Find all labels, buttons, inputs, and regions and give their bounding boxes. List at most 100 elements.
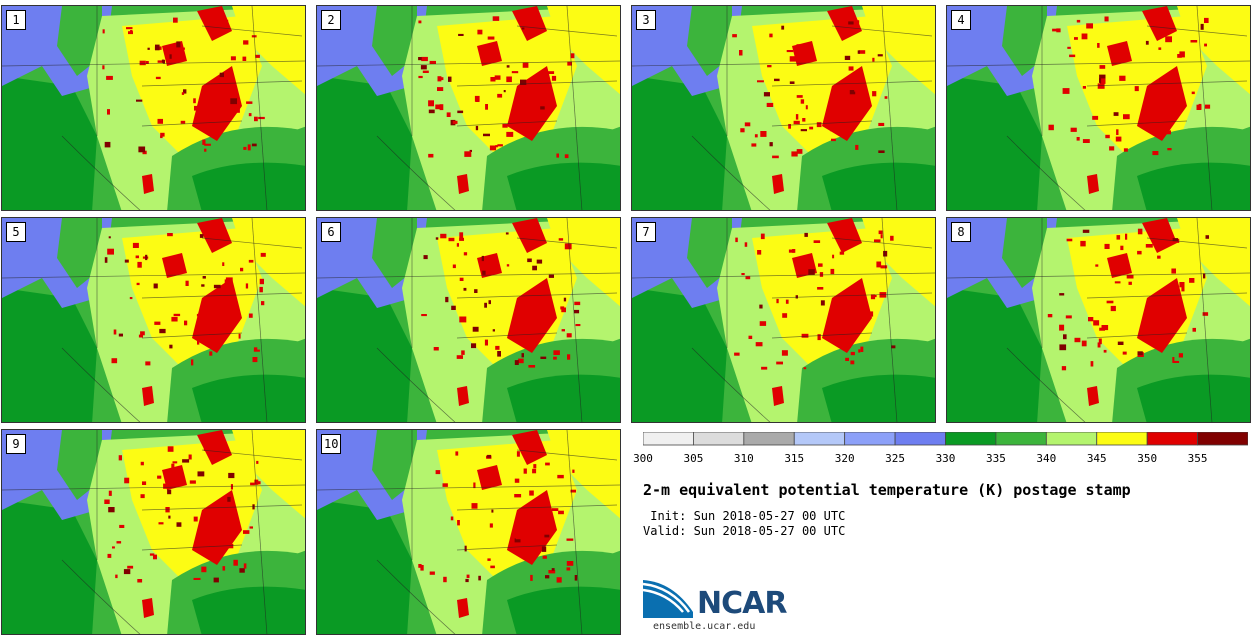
field-speckle xyxy=(246,101,253,104)
boundary-line xyxy=(1086,120,1188,127)
valid-time: Valid: Sun 2018-05-27 00 UTC xyxy=(643,524,846,538)
field-speckle xyxy=(203,335,208,339)
field-speckle xyxy=(171,463,175,468)
field-speckle xyxy=(514,478,520,483)
field-speckle xyxy=(530,574,533,581)
field-speckle xyxy=(890,235,894,241)
field-speckle xyxy=(1110,305,1116,312)
map-panel[interactable]: 1 xyxy=(1,5,306,211)
field-speckle xyxy=(428,109,435,114)
field-speckle xyxy=(173,313,181,317)
field-speckle xyxy=(561,329,565,332)
field-region xyxy=(547,430,620,519)
boundary-line xyxy=(141,292,303,299)
field-speckle xyxy=(106,75,113,80)
field-region xyxy=(512,6,547,41)
field-speckle xyxy=(1106,300,1114,304)
boundary-line xyxy=(1196,218,1213,422)
map-panel[interactable]: 4 xyxy=(946,5,1251,211)
colorbar-segment xyxy=(743,432,795,446)
map-panel[interactable]: 5 xyxy=(1,217,306,423)
field-speckle xyxy=(849,90,856,95)
field-speckle xyxy=(435,237,439,240)
field-speckle xyxy=(1076,137,1080,141)
field-speckle xyxy=(1114,281,1121,284)
field-speckle xyxy=(489,145,497,151)
map-panel[interactable]: 7 xyxy=(631,217,936,423)
field-speckle xyxy=(528,365,536,368)
field-speckle xyxy=(116,541,122,544)
field-speckle xyxy=(769,33,773,38)
map-panel[interactable]: 3 xyxy=(631,5,936,211)
field-speckle xyxy=(250,482,255,486)
field-region xyxy=(317,76,412,210)
field-speckle xyxy=(502,124,508,128)
field-speckle xyxy=(429,60,436,64)
field-speckle xyxy=(242,56,247,61)
field-speckle xyxy=(256,460,259,464)
field-speckle xyxy=(788,249,795,253)
field-speckle xyxy=(1137,250,1142,255)
field-speckle xyxy=(1104,243,1110,249)
field-speckle xyxy=(781,25,785,30)
field-speckle xyxy=(158,522,164,525)
field-speckle xyxy=(491,509,494,513)
colorbar-segment xyxy=(844,432,896,446)
field-speckle xyxy=(222,262,225,266)
field-speckle xyxy=(1056,28,1061,33)
page-title: 2-m equivalent potential temperature (K)… xyxy=(643,481,1131,499)
field-speckle xyxy=(785,299,789,304)
field-region xyxy=(1137,162,1250,210)
map-panel[interactable]: 9 xyxy=(1,429,306,635)
field-speckle xyxy=(248,113,252,117)
field-speckle xyxy=(858,349,861,353)
site-url[interactable]: ensemble.ucar.edu xyxy=(653,621,756,632)
field-speckle xyxy=(527,555,531,562)
field-speckle xyxy=(748,335,753,339)
boundary-line xyxy=(1006,135,1086,210)
boundary-line xyxy=(61,559,141,634)
field-speckle xyxy=(488,300,491,305)
map-panel[interactable]: 6 xyxy=(316,217,621,423)
boundary-line xyxy=(376,559,456,634)
field-speckle xyxy=(169,344,173,349)
field-speckle xyxy=(793,120,800,125)
field-speckle xyxy=(567,354,571,360)
member-number: 3 xyxy=(636,10,656,30)
field-speckle xyxy=(123,569,131,575)
field-region xyxy=(1137,66,1187,141)
field-speckle xyxy=(820,300,825,306)
field-speckle xyxy=(495,145,498,148)
field-speckle xyxy=(456,243,459,247)
field-speckle xyxy=(1066,238,1073,242)
boundary-line xyxy=(201,25,303,37)
field-speckle xyxy=(572,469,575,473)
field-speckle xyxy=(1190,40,1198,43)
field-speckle xyxy=(153,554,157,560)
field-speckle xyxy=(782,313,788,318)
field-speckle xyxy=(167,489,172,495)
field-speckle xyxy=(181,92,185,95)
field-speckle xyxy=(104,141,111,148)
field-region xyxy=(57,6,102,76)
map-panel[interactable]: 10 xyxy=(316,429,621,635)
field-speckle xyxy=(439,77,444,81)
field-speckle xyxy=(465,578,469,583)
boundary-line xyxy=(831,25,933,37)
member-number: 9 xyxy=(6,434,26,454)
field-speckle xyxy=(786,50,794,53)
field-speckle xyxy=(506,65,510,68)
map-panel[interactable]: 8 xyxy=(946,217,1251,423)
field-speckle xyxy=(514,360,519,365)
field-speckle xyxy=(140,494,145,499)
field-speckle xyxy=(1101,78,1106,84)
field-region xyxy=(457,598,469,618)
field-speckle xyxy=(854,87,860,92)
field-speckle xyxy=(157,475,162,479)
field-speckle xyxy=(243,563,247,569)
field-speckle xyxy=(740,128,745,133)
map-panel[interactable]: 2 xyxy=(316,5,621,211)
field-speckle xyxy=(224,284,231,288)
field-speckle xyxy=(484,339,488,346)
field-speckle xyxy=(1104,16,1109,22)
